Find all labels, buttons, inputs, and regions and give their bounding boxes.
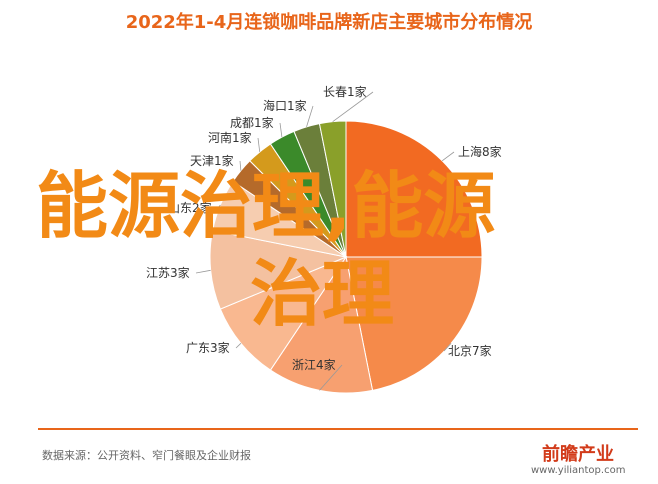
leader-line-河南 xyxy=(257,137,261,152)
leader-line-北京 xyxy=(443,343,452,352)
pie-slice-广东 xyxy=(219,255,348,371)
data-source: 数据来源：公开资料、窄门餐眼及企业财报 xyxy=(42,449,251,462)
slice-label-河南: 河南1家 xyxy=(208,130,252,145)
pie-slice-上海 xyxy=(345,120,483,258)
pie-slice-江苏 xyxy=(209,229,348,310)
slice-label-北京: 北京7家 xyxy=(448,343,492,358)
slice-label-长春: 长春1家 xyxy=(323,84,367,99)
leader-lines xyxy=(195,91,455,391)
leader-line-山东 xyxy=(217,204,221,209)
leader-line-江苏 xyxy=(195,269,211,274)
brand-url: www.yiliantop.com xyxy=(531,465,626,476)
slice-label-广东: 广东3家 xyxy=(186,340,230,355)
slice-label-海口: 海口1家 xyxy=(263,98,307,113)
leader-line-成都 xyxy=(279,122,283,138)
leader-line-上海 xyxy=(441,151,455,162)
pie-slices xyxy=(209,120,483,394)
leader-line-浙江 xyxy=(319,364,343,391)
slice-label-江苏: 江苏3家 xyxy=(146,265,190,280)
leader-line-长春 xyxy=(332,91,374,122)
brand-logo: 前瞻产业 xyxy=(542,444,614,465)
leader-line-广东 xyxy=(235,342,242,349)
slice-label-成都: 成都1家 xyxy=(230,115,274,130)
slice-label-山东: 山东2家 xyxy=(168,200,212,215)
slice-label-天津: 天津1家 xyxy=(190,153,234,168)
leader-line-天津 xyxy=(239,160,242,171)
slice-label-浙江: 浙江4家 xyxy=(292,357,336,372)
slice-label-上海: 上海8家 xyxy=(458,144,502,159)
leader-line-海口 xyxy=(306,105,314,127)
footer-divider xyxy=(38,428,638,430)
chart-title: 2022年1-4月连锁咖啡品牌新店主要城市分布情况 xyxy=(125,12,533,33)
